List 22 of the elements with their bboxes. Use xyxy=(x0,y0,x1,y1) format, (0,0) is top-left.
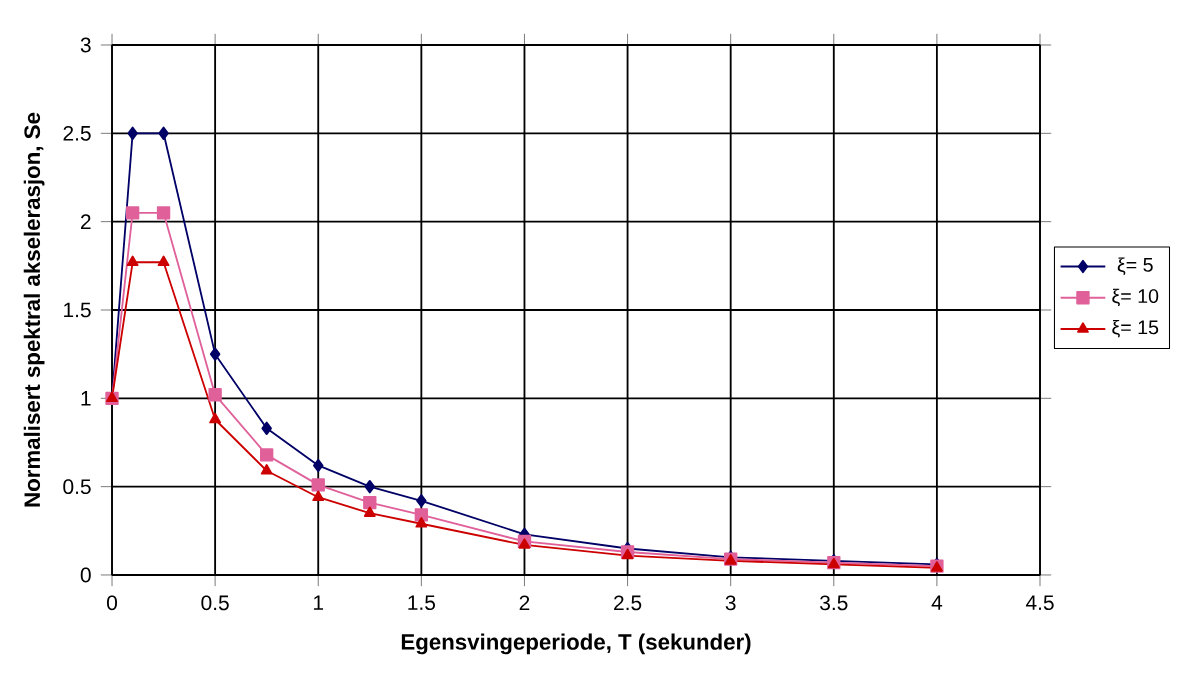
x-tick-label: 4.5 xyxy=(1025,595,1054,611)
y-tick-label: 1.5 xyxy=(64,302,91,318)
x-axis-title: Egensvingeperiode, T (sekunder) xyxy=(401,633,751,655)
x-tick-label: 3.5 xyxy=(820,595,848,611)
y-tick-label: 1 xyxy=(81,391,91,406)
x-tick-label: 0 xyxy=(107,595,118,611)
y-tick-label: 0 xyxy=(80,567,91,583)
x-tick-label: 1.5 xyxy=(408,595,436,611)
x-tick-label: 2 xyxy=(519,595,530,611)
legend-label: ξ= 15 xyxy=(1112,319,1159,338)
x-tick-label: 4 xyxy=(931,595,943,610)
legend-label: ξ= 10 xyxy=(1112,288,1159,307)
x-tick-label: 1 xyxy=(314,595,324,610)
x-tick-label: 0.5 xyxy=(201,595,229,611)
y-tick-label: 2.5 xyxy=(63,125,91,141)
x-tick-label: 2.5 xyxy=(614,595,642,611)
y-axis-title: Normalisert spektral akselerasjon, Se xyxy=(23,112,45,507)
x-tick-label: 3 xyxy=(725,595,736,611)
y-tick-label: 3 xyxy=(80,37,91,53)
y-tick-label: 0.5 xyxy=(63,479,91,495)
legend-label: ξ= 5 xyxy=(1117,257,1153,275)
y-tick-label: 2 xyxy=(81,214,91,229)
